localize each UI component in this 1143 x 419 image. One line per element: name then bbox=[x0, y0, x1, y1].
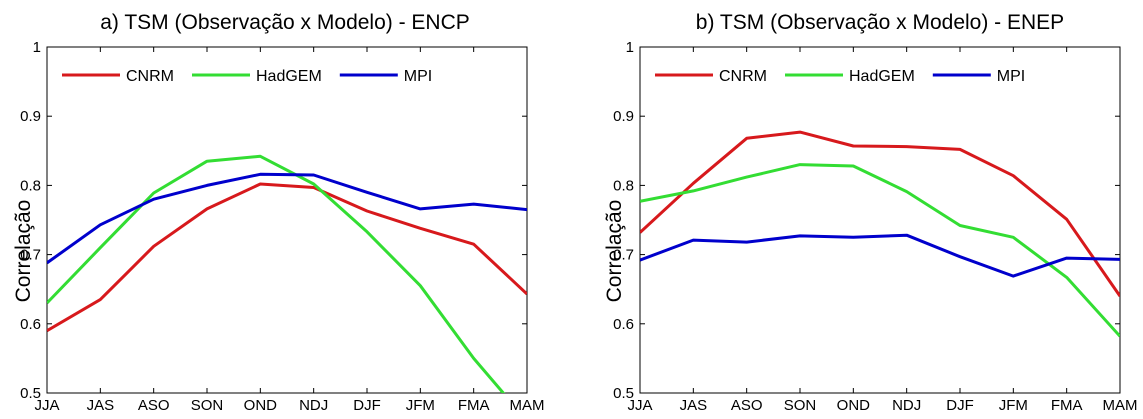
panel-a-ytick-label: 0.5 bbox=[20, 385, 41, 402]
panel-a: a) TSM (Observação x Modelo) - ENCP Corr… bbox=[12, 11, 545, 414]
panel-a-xtick-label: MAM bbox=[510, 397, 545, 414]
panel-a-xtick-label: NDJ bbox=[299, 397, 328, 414]
panel-a-legend-label-mpi: MPI bbox=[404, 68, 432, 85]
panel-b-series-mpi-line bbox=[640, 233, 1120, 278]
panel-a-series-hadgem-line bbox=[47, 154, 506, 393]
panel-a-ytick-label: 0.8 bbox=[20, 177, 41, 194]
panel-a-series bbox=[47, 154, 527, 393]
panel-b-xtick-label: FMA bbox=[1051, 397, 1083, 414]
panel-b-title: b) TSM (Observação x Modelo) - ENEP bbox=[696, 11, 1064, 34]
panel-b-xtick-label: OND bbox=[837, 397, 871, 414]
panel-a-y-axis-label: Correlação bbox=[12, 200, 35, 303]
panel-b-xtick-label: SON bbox=[784, 397, 817, 414]
panel-b-series bbox=[640, 130, 1120, 338]
panel-b-ticks: 0.5 0.6 0.7 0.8 0.9 1 JJA JAS ASO SON OND NDJ DJF JFM… bbox=[613, 39, 1137, 414]
panel-a-series-cnrm-line bbox=[47, 182, 527, 332]
panel-a-legend-label-hadgem: HadGEM bbox=[256, 68, 322, 85]
panel-b-legend-label-hadgem: HadGEM bbox=[849, 68, 915, 85]
panel-b-axes-box bbox=[639, 46, 1121, 394]
panel-b-y-axis-label: Correlação bbox=[603, 200, 626, 303]
panel-b-ytick-label: 0.6 bbox=[613, 316, 634, 333]
panel-a-ytick-label: 0.6 bbox=[20, 316, 41, 333]
panel-a-xtick-label: DJF bbox=[353, 397, 381, 414]
panel-b-xtick-label: DJF bbox=[946, 397, 974, 414]
panel-a-title: a) TSM (Observação x Modelo) - ENCP bbox=[100, 11, 470, 34]
panel-a-xtick-label: OND bbox=[244, 397, 278, 414]
panel-a-xtick-label: JFM bbox=[406, 397, 435, 414]
panel-b-ytick-label: 0.8 bbox=[613, 177, 634, 194]
panel-a-xtick-label: FMA bbox=[458, 397, 490, 414]
panel-b: b) TSM (Observação x Modelo) - ENEP Corr… bbox=[603, 11, 1138, 414]
panel-b-ytick-label: 1 bbox=[626, 39, 634, 56]
panel-b-legend: CNRM HadGEM MPI bbox=[655, 68, 1025, 85]
panel-a-ytick-label: 1 bbox=[33, 39, 41, 56]
panel-a-xtick-label: ASO bbox=[138, 397, 170, 414]
panel-b-legend-label-cnrm: CNRM bbox=[719, 68, 767, 85]
panel-a-axes-box bbox=[46, 46, 528, 394]
panel-b-xtick-label: ASO bbox=[731, 397, 763, 414]
panel-a-ytick-label: 0.9 bbox=[20, 108, 41, 125]
panel-a-xtick-label: SON bbox=[191, 397, 224, 414]
panel-b-xtick-label: MAM bbox=[1103, 397, 1138, 414]
panel-a-ytick-label: 0.7 bbox=[20, 247, 41, 264]
panel-b-xtick-label: JAS bbox=[680, 397, 708, 414]
panel-b-xtick-label: NDJ bbox=[892, 397, 921, 414]
panel-b-series-hadgem-line bbox=[640, 163, 1120, 338]
panel-b-ytick-label: 0.9 bbox=[613, 108, 634, 125]
panel-b-xtick-label: JFM bbox=[999, 397, 1028, 414]
panel-b-legend-label-mpi: MPI bbox=[997, 68, 1025, 85]
panel-a-legend-label-cnrm: CNRM bbox=[126, 68, 174, 85]
panel-b-xtick-label: JJA bbox=[627, 397, 652, 414]
panel-b-ytick-label: 0.7 bbox=[613, 247, 634, 264]
panel-a-series-mpi-line bbox=[47, 172, 527, 265]
panel-a-xtick-label: JAS bbox=[87, 397, 115, 414]
panel-b-series-cnrm-line bbox=[640, 130, 1120, 297]
panel-a-legend: CNRM HadGEM MPI bbox=[62, 68, 432, 85]
panel-b-ytick-label: 0.5 bbox=[613, 385, 634, 402]
panel-a-ticks: 0.5 0.6 0.7 0.8 0.9 1 JJA JAS ASO SON OND NDJ DJF JFM… bbox=[20, 39, 544, 414]
panel-a-xtick-label: JJA bbox=[34, 397, 59, 414]
